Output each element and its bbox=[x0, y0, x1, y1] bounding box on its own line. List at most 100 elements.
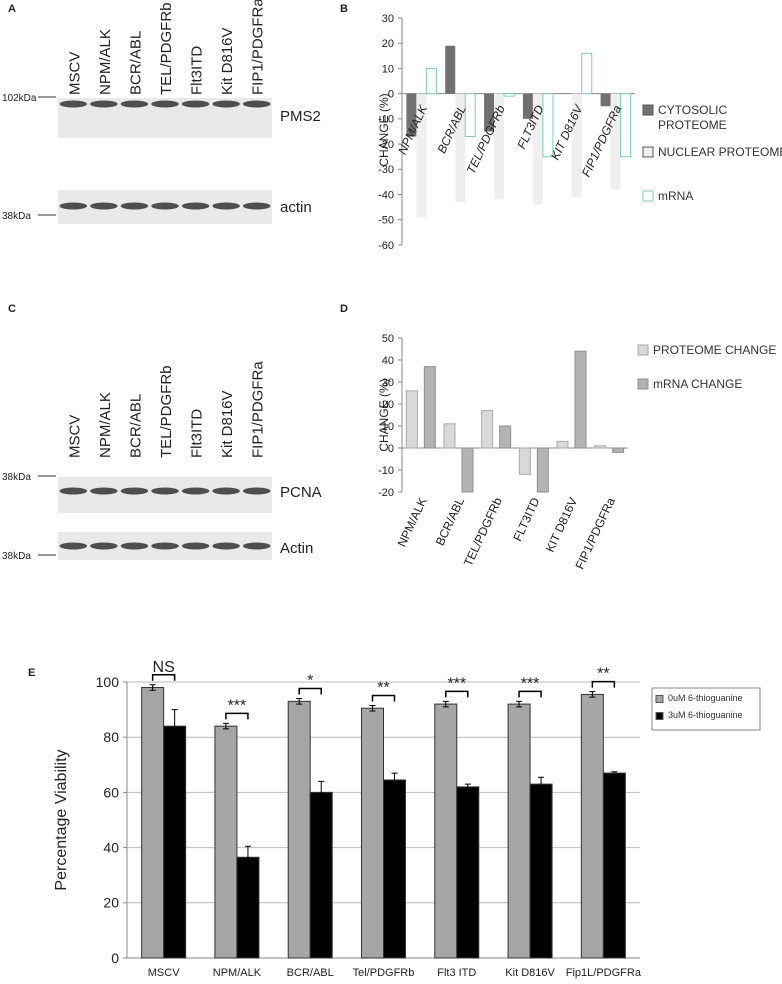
x-tick-label: BCR/ABL bbox=[433, 495, 468, 548]
error-bar bbox=[516, 700, 523, 708]
lane-label: MSCV bbox=[66, 52, 83, 95]
band-label: PCNA bbox=[280, 484, 322, 501]
y-tick-label: 80 bbox=[103, 729, 119, 745]
significance-bracket bbox=[591, 680, 616, 688]
bar bbox=[455, 93, 466, 203]
blot-strip bbox=[58, 477, 272, 513]
y-tick-label: 0 bbox=[388, 89, 394, 101]
band-label: Actin bbox=[280, 540, 313, 557]
blot-band bbox=[151, 100, 179, 108]
error-bar bbox=[538, 776, 545, 792]
y-tick-label: -60 bbox=[378, 240, 394, 252]
bar bbox=[445, 45, 456, 94]
bar bbox=[163, 725, 187, 959]
band-label: actin bbox=[280, 199, 312, 216]
y-tick-label: 60 bbox=[103, 784, 119, 800]
legend-swatch bbox=[655, 695, 664, 703]
bar bbox=[434, 703, 458, 959]
x-tick-label: BCR/ABL bbox=[287, 967, 334, 979]
bar bbox=[425, 67, 437, 95]
legend-swatch bbox=[655, 712, 664, 720]
y-tick-label: 0 bbox=[111, 950, 119, 966]
blot-band bbox=[181, 100, 210, 108]
bar bbox=[529, 783, 553, 959]
blot-band bbox=[242, 542, 271, 550]
blot-band bbox=[242, 202, 271, 210]
error-bar bbox=[318, 780, 325, 804]
y-tick-label: 20 bbox=[382, 399, 394, 411]
y-axis-label: CHANGE (%) bbox=[377, 378, 391, 451]
marker-label: 38kDa bbox=[2, 551, 31, 562]
y-tick-label: 100 bbox=[96, 674, 120, 690]
error-bar bbox=[149, 684, 156, 691]
significance-bracket bbox=[298, 687, 322, 695]
annotation: *** bbox=[228, 697, 247, 714]
y-tick-label: 10 bbox=[382, 63, 394, 75]
legend-swatch bbox=[637, 344, 649, 356]
x-tick-label: FLT3ITD bbox=[510, 495, 542, 543]
blot-band bbox=[120, 100, 149, 108]
bar bbox=[571, 93, 582, 198]
y-tick-label: -40 bbox=[378, 189, 394, 201]
bar bbox=[464, 93, 476, 138]
y-tick-label: 20 bbox=[382, 38, 394, 50]
y-axis-label: CHANGE (%) bbox=[377, 93, 391, 166]
bar bbox=[383, 779, 406, 959]
marker-label: 38kDa bbox=[2, 211, 31, 222]
blot-band bbox=[212, 487, 240, 495]
blot-band bbox=[181, 202, 210, 210]
bar bbox=[518, 447, 531, 475]
y-tick-label: 0 bbox=[388, 443, 394, 455]
bar bbox=[406, 93, 417, 137]
panel-label: D bbox=[340, 303, 348, 315]
panel-label: E bbox=[28, 667, 35, 679]
marker-label: 38kDa bbox=[2, 472, 31, 483]
blot-band bbox=[90, 542, 118, 550]
blot-band bbox=[90, 100, 118, 108]
legend-label: NUCLEAR PROTEOME bbox=[658, 145, 782, 159]
y-tick-label: 40 bbox=[382, 355, 394, 367]
bar bbox=[612, 447, 625, 453]
x-tick-label: FIP1/PDGFRa bbox=[573, 495, 619, 571]
bar bbox=[556, 440, 569, 449]
legend-label: PROTEOME CHANGE bbox=[653, 343, 777, 357]
lane-label: TEL/PDGFRb bbox=[158, 365, 175, 458]
y-tick-label: -50 bbox=[378, 215, 394, 227]
blot-band bbox=[151, 542, 179, 550]
bar bbox=[499, 425, 512, 449]
significance-bracket bbox=[518, 690, 542, 698]
x-tick-label: KIT D816V bbox=[543, 495, 580, 554]
x-tick-label: Kit D816V bbox=[505, 967, 555, 979]
panel-label: C bbox=[8, 303, 16, 315]
significance-bracket bbox=[225, 712, 249, 720]
lane-label: Flt3ITD bbox=[189, 409, 206, 458]
bar bbox=[456, 786, 480, 959]
panel-label: A bbox=[8, 3, 16, 15]
annotation: *** bbox=[521, 675, 540, 692]
y-tick-label: 30 bbox=[382, 377, 394, 389]
legend-label: CYTOSOLIC PROTEOME bbox=[658, 103, 728, 132]
lane-label: NPM/ALK bbox=[97, 29, 114, 95]
blot-band bbox=[120, 542, 149, 550]
blot-band bbox=[59, 542, 88, 550]
blot-band bbox=[59, 202, 88, 210]
blot-band bbox=[242, 100, 271, 108]
y-tick-label: 40 bbox=[103, 840, 119, 856]
blot-band bbox=[212, 100, 240, 108]
blot-band bbox=[212, 542, 240, 550]
lane-label: TEL/PDGFRb bbox=[158, 2, 175, 95]
bar bbox=[461, 447, 474, 493]
panel-label: B bbox=[340, 3, 348, 15]
y-tick-label: 20 bbox=[103, 895, 119, 911]
bar bbox=[405, 390, 418, 449]
blot-band bbox=[181, 542, 210, 550]
annotation: ** bbox=[597, 666, 609, 683]
error-bar bbox=[171, 709, 178, 744]
y-tick-label: -20 bbox=[378, 139, 394, 151]
y-tick-label: -10 bbox=[378, 465, 394, 477]
bar bbox=[594, 445, 607, 449]
x-tick-label: NPM/ALK bbox=[213, 967, 262, 979]
marker-label: 102kDa bbox=[2, 93, 37, 104]
